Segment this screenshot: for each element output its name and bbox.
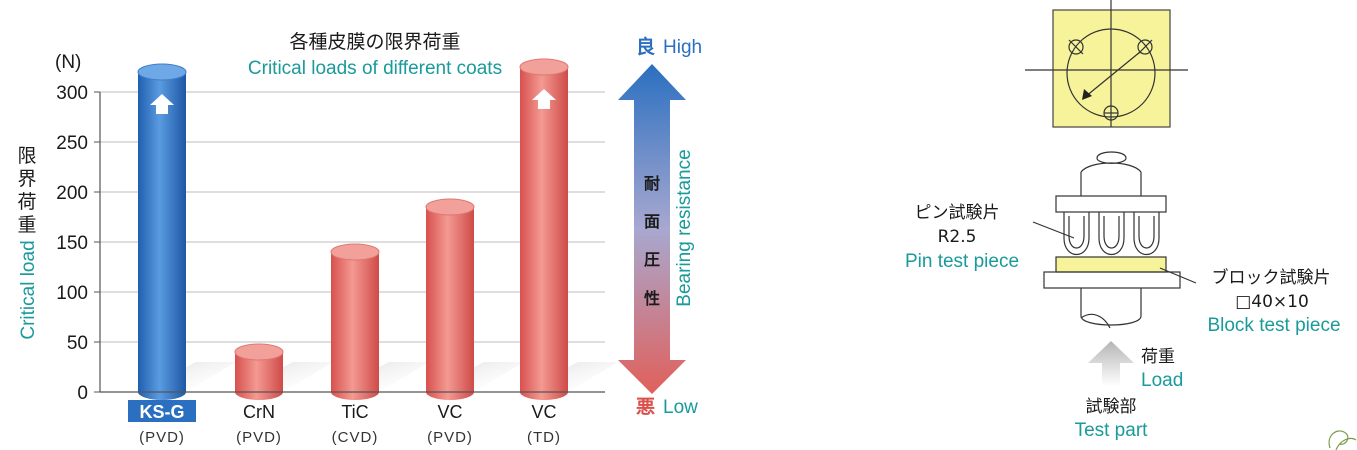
unit-label: (N) [55,52,81,73]
top-view-circle [1066,28,1156,118]
bar [331,252,379,400]
exceeds-arrow-icon [532,89,556,109]
y-tick-label: 250 [56,133,88,154]
top-view-pin-right [1137,39,1153,55]
chart-title: 各種皮膜の限界荷重 [289,31,460,53]
ylabel-jp-1: 限 [17,145,36,167]
category-label: KS-G [140,402,185,422]
load-arrow-icon [1088,341,1134,386]
shaft-lower [1080,288,1142,326]
shaft-upper [1080,162,1142,196]
y-tick-label: 300 [56,83,88,104]
block-label-jp: ブロック試験片 [1212,267,1331,288]
scale-good-jp: 良 [636,35,655,58]
y-tick-label: 0 [77,383,88,404]
category-label: VC [531,402,556,422]
top-view-lines-l [1068,39,1084,55]
bar [426,207,474,400]
bar [138,72,186,400]
category-sublabel: (TD) [527,429,561,446]
bar-top [330,243,380,261]
load-label-en: Load [1141,370,1183,391]
scale-arrow: 耐 面 圧 性 [618,64,686,394]
pin-leader-line [1032,221,1075,239]
scale-vertical-en: Bearing resistance [674,149,695,306]
ylabel-jp-4: 重 [17,214,36,236]
exceeds-arrow-icon [150,94,174,114]
pin-1 [1063,212,1090,255]
load-label-jp: 荷重 [1141,347,1175,367]
y-tick-label: 50 [67,333,88,354]
y-tick-label: 100 [56,283,88,304]
ylabel-jp-2: 界 [17,168,36,190]
ticks-layer: 0 50 100 150 200 250 300 [56,83,100,404]
bars-layer [137,58,569,400]
block-leader-line [1159,267,1197,284]
scale-bad-en: Low [663,397,698,418]
lower-plate [1043,271,1181,289]
test-diagram [1025,0,1197,329]
pin-inner [1068,216,1155,249]
block-test-piece-shape [1055,256,1167,273]
test-part-label-jp: 試験部 [1086,397,1137,417]
bar [520,67,568,400]
category-sublabel: (PVD) [139,429,185,446]
scale-good-en: High [663,37,702,58]
scale-vertical-char-2: 面 [644,212,660,231]
y-tick-label: 200 [56,183,88,204]
scale-double-arrow [618,64,686,394]
category-sublabel: (CVD) [332,429,379,446]
shaft-lower-curve [1080,313,1111,329]
bar-top [137,63,187,81]
cats-layer: KS-G (PVD) CrN (PVD) TiC (CVD) VC (PVD) VC (TD) [128,400,561,446]
test-part-label-en: Test part [1075,420,1149,441]
top-view-lines-r [1137,39,1153,55]
shaft-top [1096,151,1127,164]
category-label: TiC [341,402,368,422]
pin-label-jp: ピン試験片 [915,203,1000,223]
ylabel-jp-3: 荷 [17,191,36,213]
scale-vertical-char-3: 圧 [644,250,660,269]
bar [235,352,283,400]
block-label-dim: □40×10 [1235,292,1309,312]
scale-bad-jp: 悪 [636,396,655,418]
y-tick-label: 150 [56,233,88,254]
category-label: VC [437,402,462,422]
category-sublabel: (PVD) [427,429,473,446]
bar-top [234,343,284,361]
ylabel-en: Critical load [18,240,39,339]
highlight-label-box [128,400,196,422]
bar-top [425,198,475,216]
category-label: CrN [243,402,275,422]
top-view-radius-arrowhead [1082,89,1092,100]
block-label-en: Block test piece [1207,315,1340,336]
pin-label-dim: R2.5 [938,227,977,247]
top-view-pin-left [1068,39,1084,55]
corner-decoration-icon [1328,430,1357,450]
chart-subtitle: Critical loads of different coats [248,58,502,79]
scale-vertical-char-4: 性 [644,289,660,308]
pin-label-en: Pin test piece [905,251,1019,272]
pin-3 [1133,212,1160,255]
pin-2 [1098,212,1125,255]
holder-plate [1055,195,1167,213]
category-sublabel: (PVD) [236,429,282,446]
scale-vertical-char-1: 耐 [644,174,660,193]
bar-top [519,58,569,76]
top-view-radius-line [1084,51,1141,98]
